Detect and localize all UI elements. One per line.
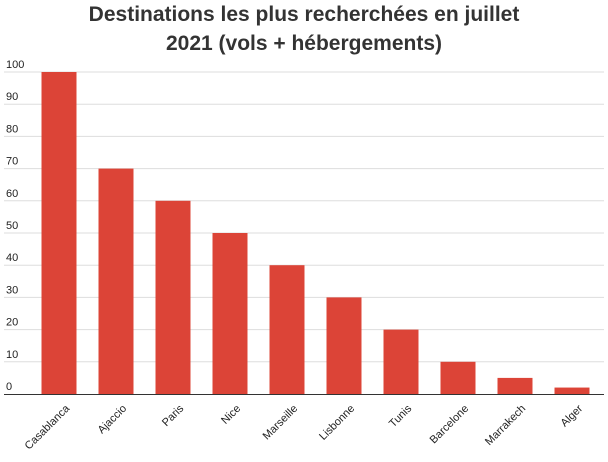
y-tick-label: 10 xyxy=(6,349,18,361)
y-tick-label: 20 xyxy=(6,317,18,329)
x-tick-label: Ajaccio xyxy=(96,403,130,437)
x-tick-label: Nice xyxy=(219,403,243,427)
bar-marseille xyxy=(269,265,305,394)
x-tick-label: Paris xyxy=(160,402,187,429)
x-tick-label: Alger xyxy=(559,402,586,429)
y-tick-label: 100 xyxy=(6,59,24,71)
y-tick-label: 80 xyxy=(6,123,18,135)
y-tick-label: 70 xyxy=(6,156,18,168)
bar-nice xyxy=(212,233,248,394)
y-tick-label: 30 xyxy=(6,284,18,296)
y-tick-label: 0 xyxy=(6,381,12,393)
x-tick-label: Marrakech xyxy=(483,403,528,448)
x-tick-label: Casablanca xyxy=(23,402,73,452)
y-tick-label: 50 xyxy=(6,220,18,232)
x-tick-label: Lisbonne xyxy=(317,403,357,443)
bar-casablanca xyxy=(41,72,77,394)
bar-barcelone xyxy=(440,361,476,394)
bar-lisbonne xyxy=(326,297,362,394)
y-tick-label: 90 xyxy=(6,91,18,103)
x-tick-label: Barcelone xyxy=(428,403,472,447)
x-tick-label: Marseille xyxy=(261,403,301,443)
x-tick-label: Tunis xyxy=(387,402,415,430)
x-axis-labels: Casablanca Ajaccio Paris Nice Marseille Lisbo… xyxy=(23,402,586,452)
chart-title-line-2: 2021 (vols + hébergements) xyxy=(165,32,443,55)
chart-title-line-1: Destinations les plus recherchées en jui… xyxy=(88,3,520,26)
chart-title: Destinations les plus recherchées en jui… xyxy=(0,0,608,58)
bar-marrakech xyxy=(497,377,533,394)
bar-paris xyxy=(155,200,191,394)
y-tick-label: 40 xyxy=(6,252,18,264)
y-axis-ticks: 0 10 20 30 40 50 60 70 80 90 100 xyxy=(6,59,24,393)
bar-ajaccio xyxy=(98,168,134,394)
bar-tunis xyxy=(383,329,419,394)
y-tick-label: 60 xyxy=(6,188,18,200)
bar-alger xyxy=(554,387,590,394)
bars xyxy=(41,72,590,394)
